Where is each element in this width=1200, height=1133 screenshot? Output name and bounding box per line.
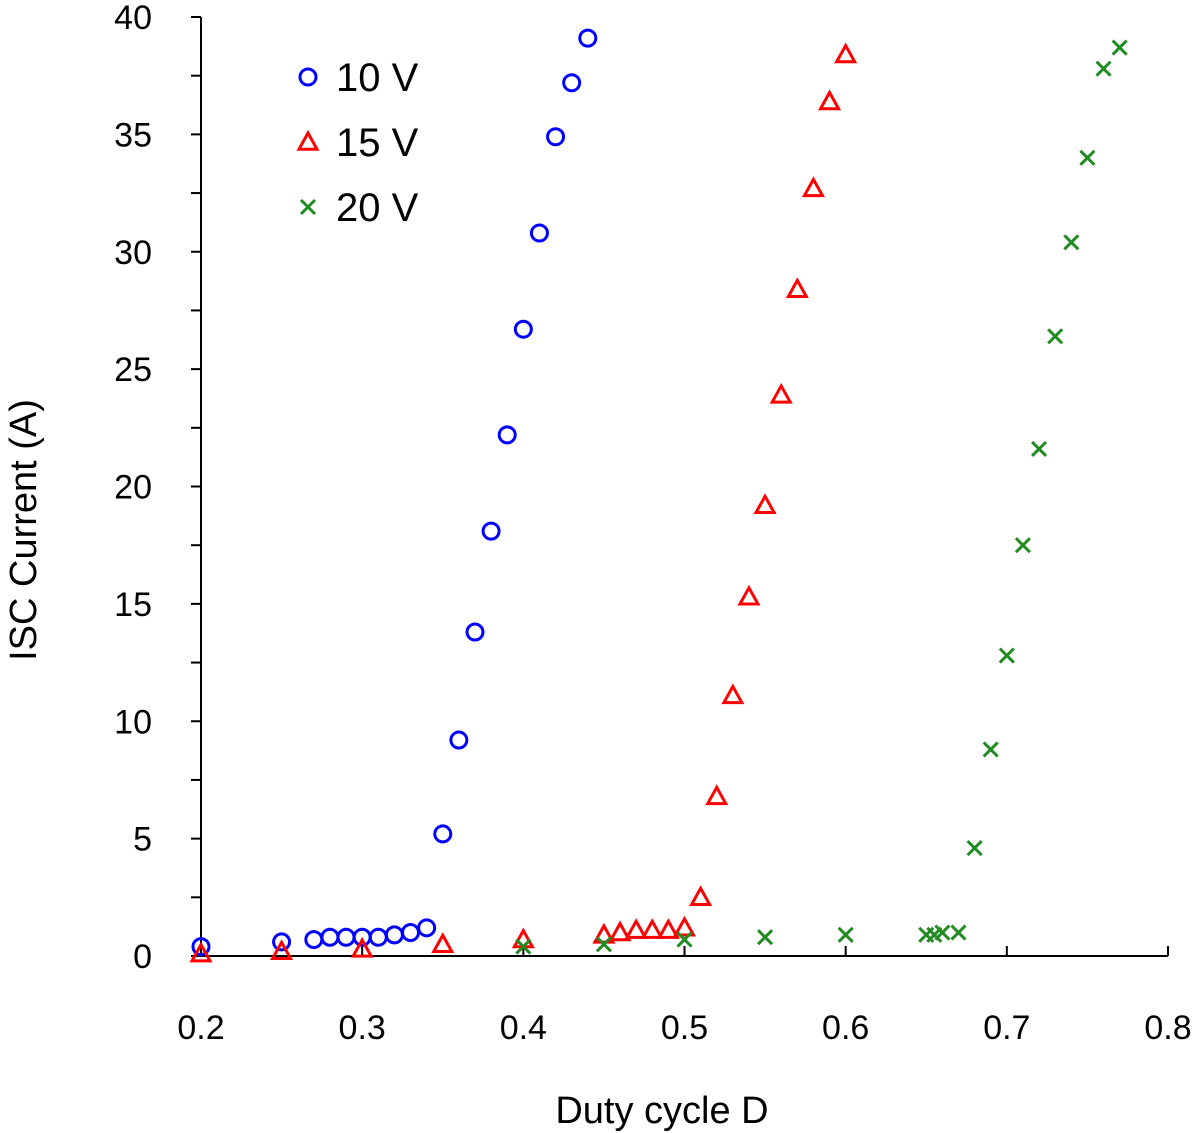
data-point (529, 223, 549, 243)
y-tick-label: 0 (133, 938, 152, 976)
data-point (998, 647, 1015, 664)
data-point (449, 730, 469, 750)
data-point (320, 927, 340, 947)
data-point (1063, 234, 1080, 251)
data-point (1079, 149, 1096, 166)
data-point (934, 924, 951, 941)
legend-marker (299, 198, 317, 216)
data-point (304, 930, 324, 950)
y-tick-label: 30 (114, 234, 152, 272)
data-point (769, 382, 793, 404)
data-point (191, 937, 211, 957)
data-point (562, 73, 582, 93)
y-tick-label: 10 (114, 703, 152, 741)
y-tick-label: 5 (133, 821, 152, 859)
data-point (801, 176, 825, 198)
data-point (465, 622, 485, 642)
data-point (497, 425, 517, 445)
data-point (737, 584, 761, 606)
data-point (1095, 60, 1112, 77)
data-point (1031, 440, 1048, 458)
data-point (757, 929, 774, 946)
x-ticks: 0.2 0.3 0.4 0.5 0.6 0.7 0.8 (177, 946, 1192, 1047)
data-point (417, 918, 437, 938)
data-point (401, 923, 421, 943)
data-point (595, 936, 612, 953)
data-point (270, 939, 294, 961)
data-point (982, 741, 999, 758)
y-tick-label: 15 (114, 586, 152, 624)
data-point (705, 784, 729, 806)
x-tick-label: 0.3 (339, 1009, 386, 1047)
data-point (272, 932, 292, 952)
data-point (515, 938, 532, 955)
data-point (608, 920, 632, 942)
data-point (1014, 537, 1032, 554)
data-point (721, 683, 745, 705)
y-axis-title: ISC Current (A) (3, 399, 45, 661)
data-point (672, 915, 697, 937)
data-point (834, 42, 858, 64)
data-point (656, 918, 680, 939)
x-tick-label: 0.4 (500, 1009, 547, 1047)
legend-marker (298, 67, 318, 87)
y-tick-label: 35 (114, 116, 152, 154)
x-axis-title: Duty cycle D (555, 1090, 768, 1132)
y-tick-label: 20 (114, 469, 152, 507)
y-tick-label: 25 (114, 351, 152, 389)
data-point (592, 922, 616, 944)
data-point (189, 941, 213, 963)
data-point (384, 925, 404, 945)
y-tick-label: 40 (114, 0, 152, 37)
legend-label: 10 V (336, 56, 419, 100)
data-point (624, 918, 648, 939)
data-point (689, 885, 713, 907)
data-point (1047, 328, 1064, 345)
data-point (513, 319, 533, 339)
data-point (950, 924, 967, 941)
data-point (1111, 39, 1128, 56)
data-point (433, 824, 453, 844)
x-tick-label: 0.7 (983, 1009, 1030, 1047)
data-point (676, 931, 693, 948)
x-tick-label: 0.8 (1144, 1009, 1191, 1047)
legend-label: 20 V (336, 186, 419, 230)
x-tick-label: 0.2 (177, 1009, 224, 1047)
data-point (966, 839, 983, 857)
data-point (753, 493, 777, 514)
data-point (785, 277, 809, 299)
data-point (837, 926, 854, 943)
data-point (511, 927, 535, 949)
data-point (336, 927, 356, 947)
data-point (818, 89, 842, 111)
x-tick-label: 0.5 (661, 1009, 708, 1047)
x-tick-label: 0.6 (822, 1009, 869, 1047)
data-point (578, 28, 598, 48)
legend: 10 V 15 V 20 V (296, 56, 419, 230)
data-point (350, 936, 374, 958)
data-point (368, 927, 388, 947)
data-point (481, 521, 501, 541)
data-point (640, 918, 664, 939)
legend-marker (296, 129, 320, 151)
data-point (546, 127, 566, 147)
y-ticks: 0 5 10 15 20 25 30 35 40 (114, 0, 201, 976)
data-point (431, 932, 455, 953)
data-points (189, 28, 1128, 963)
legend-label: 15 V (336, 121, 419, 165)
